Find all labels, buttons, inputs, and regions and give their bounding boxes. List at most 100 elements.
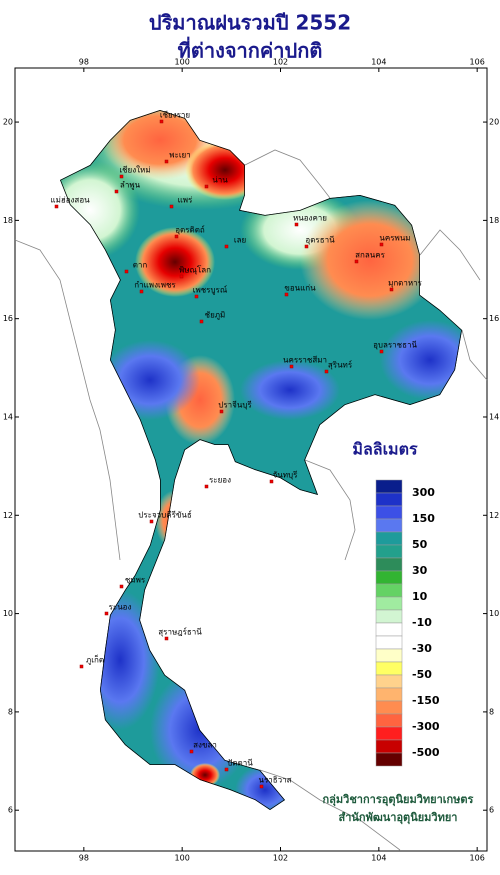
station-marker [289, 364, 294, 369]
credit: กลุ่มวิชาการอุตุนิยมวิทยาเกษตร [323, 793, 474, 807]
legend-swatch [375, 609, 403, 624]
legend-label: -10 [412, 616, 432, 629]
lat-tick-label: 8 [489, 707, 494, 716]
place-label: เพชรบูรณ์ [193, 285, 228, 296]
station-marker [219, 409, 224, 414]
legend-swatch [375, 492, 403, 507]
lon-tick-label: 98 [79, 854, 89, 863]
place-label: แม่ฮ่องสอน [50, 196, 90, 205]
station-marker [159, 119, 164, 124]
place-label: นราธิวาส [258, 776, 291, 785]
place-label: ขอนแก่น [284, 284, 316, 293]
lat-tick-label: 6 [489, 806, 494, 815]
lat-tick-label: 10 [489, 609, 499, 618]
subtitle: ที่ต่างจากค่าปกติ [178, 36, 323, 63]
station-marker [294, 222, 299, 227]
place-label: สกลนคร [355, 251, 385, 260]
place-label: นครราชสีมา [283, 356, 327, 365]
neighbor-borders [14, 149, 488, 851]
legend-swatch [375, 661, 403, 676]
station-marker [104, 611, 109, 616]
station-marker [204, 484, 209, 489]
station-marker [169, 204, 174, 209]
legend-swatch [375, 505, 403, 520]
legend-label: 150 [412, 512, 435, 525]
place-label: อุตรดิตถ์ [175, 225, 205, 235]
place-label: เลย [234, 236, 246, 245]
legend-swatch [375, 518, 403, 533]
legend-swatch [375, 700, 403, 715]
station-marker [389, 287, 394, 292]
legend-swatch [375, 544, 403, 559]
station-marker [149, 519, 154, 524]
legend-label: 10 [412, 590, 428, 603]
place-label: ลำพูน [120, 181, 141, 191]
station-marker [204, 184, 209, 189]
lat-tick-label: 20 [489, 118, 499, 127]
lat-tick-label: 6 [8, 806, 13, 815]
place-label: สุราษฎร์ธานี [158, 627, 202, 637]
legend-label: 300 [412, 486, 435, 499]
station-marker [164, 159, 169, 164]
legend-swatch [375, 752, 403, 767]
place-label: เชียงใหม่ [119, 166, 150, 175]
legend-label: 30 [412, 564, 428, 577]
place-label: อุบลราชธานี [373, 341, 417, 350]
lat-tick-label: 12 [3, 511, 13, 520]
legend-swatch [375, 479, 403, 494]
station-marker [284, 292, 289, 297]
legend-swatch [375, 635, 403, 650]
place-label: ประจวบคีรีขันธ์ [138, 510, 192, 520]
lon-tick-label: 102 [273, 854, 288, 863]
station-marker [379, 242, 384, 247]
legend-swatch [375, 570, 403, 585]
place-label: ชุมพร [125, 576, 146, 585]
station-marker [119, 584, 124, 589]
legend-swatch [375, 687, 403, 702]
place-label: นครพนม [379, 234, 410, 243]
legend-swatch [375, 674, 403, 689]
station-marker [259, 784, 264, 789]
place-label: ปราจีนบุรี [218, 401, 252, 410]
place-label: เชียงราย [160, 111, 190, 120]
lon-tick-label: 98 [79, 58, 89, 67]
station-marker [354, 259, 359, 264]
place-label: กำแพงเพชร [134, 281, 176, 290]
lon-tick-label: 104 [371, 58, 386, 67]
station-marker [224, 767, 229, 772]
station-marker [119, 174, 124, 179]
lon-tick-label: 106 [470, 854, 485, 863]
place-label: มุกดาหาร [388, 279, 423, 288]
legend-swatch [375, 596, 403, 611]
lon-tick-label: 104 [371, 854, 386, 863]
station-marker [189, 749, 194, 754]
place-label: ภูเก็ต [86, 655, 104, 666]
station-marker [324, 369, 329, 374]
station-marker [124, 269, 129, 274]
lat-tick-label: 18 [3, 216, 13, 225]
legend-swatch [375, 713, 403, 728]
lon-tick-label: 100 [175, 58, 190, 67]
station-marker [54, 204, 59, 209]
lat-tick-label: 14 [3, 412, 13, 421]
lat-tick-label: 12 [489, 511, 499, 520]
station-marker [304, 244, 309, 249]
lat-tick-label: 10 [3, 609, 13, 618]
legend-swatch [375, 583, 403, 598]
legend-label: -50 [412, 668, 432, 681]
place-label: ระนอง [109, 603, 132, 612]
station-marker [164, 636, 169, 641]
station-marker [79, 664, 84, 669]
title: ปริมาณฝนรวมปี 2552 [149, 11, 351, 35]
lon-tick-label: 100 [175, 854, 190, 863]
credit: สำนักพัฒนาอุตุนิยมวิทยา [339, 811, 458, 825]
legend-swatch [375, 648, 403, 663]
station-marker [379, 349, 384, 354]
station-marker [199, 319, 204, 324]
place-label: พะเยา [169, 151, 190, 160]
lat-tick-label: 18 [489, 216, 499, 225]
station-marker [179, 274, 184, 279]
station-marker [194, 294, 199, 299]
